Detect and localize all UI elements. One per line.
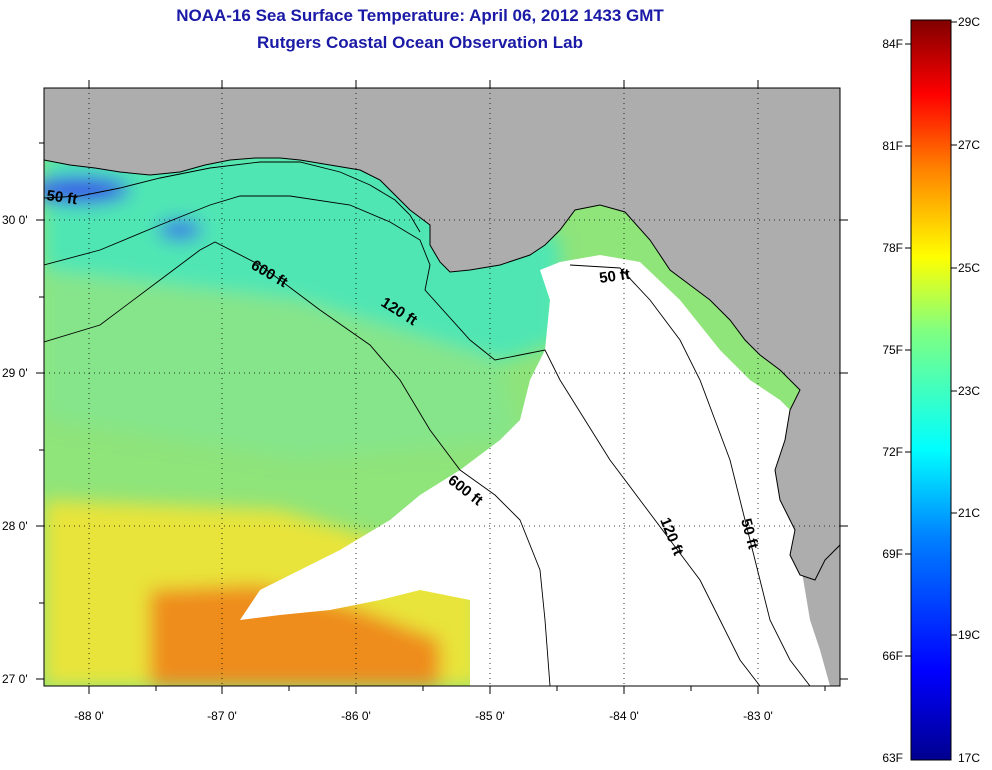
lon-tick-label-3: -85 0' bbox=[475, 709, 505, 723]
lon-tick-label-4: -84 0' bbox=[609, 709, 639, 723]
contour-label-50ft-west: 50 ft bbox=[45, 187, 78, 208]
contour-50ft-east bbox=[569, 264, 811, 686]
map-frame bbox=[43, 87, 841, 687]
colorbar-f-label-0: 84F bbox=[882, 37, 903, 51]
water-hot bbox=[150, 585, 440, 686]
lat-tick-label-0: 30 0' bbox=[2, 213, 28, 227]
colorbar-c-label-1: 27C bbox=[958, 138, 980, 152]
colorbar-f-label-1: 81F bbox=[882, 139, 903, 153]
contour-50ft-west bbox=[44, 161, 421, 233]
contour-120ft bbox=[44, 195, 761, 686]
colorbar-c-label-4: 21C bbox=[958, 506, 980, 520]
lon-tick-label-2: -86 0' bbox=[341, 709, 371, 723]
colorbar-c-label-5: 19C bbox=[958, 628, 980, 642]
no-data-region bbox=[240, 255, 840, 686]
colorbar-f-label-6: 66F bbox=[882, 649, 903, 663]
colorbar-c-label-2: 25C bbox=[958, 261, 980, 275]
contour-600ft bbox=[44, 241, 551, 686]
colorbar bbox=[910, 19, 952, 761]
water-cold-patch-2 bbox=[158, 220, 202, 240]
tick-marks bbox=[36, 80, 848, 694]
coastline bbox=[44, 157, 840, 581]
water-cold-patch bbox=[44, 176, 130, 204]
water-midshelf bbox=[44, 270, 520, 460]
colorbar-c-label-3: 23C bbox=[958, 384, 980, 398]
lon-tick-label-5: -83 0' bbox=[743, 709, 773, 723]
lat-tick-label-1: 29 0' bbox=[2, 366, 28, 380]
colorbar-f-label-7: 63F bbox=[882, 751, 903, 765]
lat-tick-label-2: 28 0' bbox=[2, 519, 28, 533]
lat-tick-label-3: 27 0' bbox=[2, 672, 28, 686]
chart-subtitle: Rutgers Coastal Ocean Observation Lab bbox=[257, 33, 583, 52]
colorbar-f-label-2: 78F bbox=[882, 241, 903, 255]
land-area bbox=[44, 88, 840, 580]
land-peninsula bbox=[800, 540, 840, 686]
lon-tick-label-1: -87 0' bbox=[207, 709, 237, 723]
colorbar-f-label-4: 72F bbox=[882, 445, 903, 459]
chart-title: NOAA-16 Sea Surface Temperature: April 0… bbox=[176, 6, 664, 25]
colorbar-ticks bbox=[905, 21, 957, 657]
colorbar-c-label-0: 29C bbox=[958, 15, 980, 29]
colorbar-f-label-3: 75F bbox=[882, 343, 903, 357]
colorbar-c-label-6: 17C bbox=[958, 751, 980, 765]
contour-label-50ft-north-east: 50 ft bbox=[598, 266, 631, 287]
colorbar-f-label-5: 69F bbox=[882, 547, 903, 561]
lon-tick-label-0: -88 0' bbox=[74, 709, 104, 723]
